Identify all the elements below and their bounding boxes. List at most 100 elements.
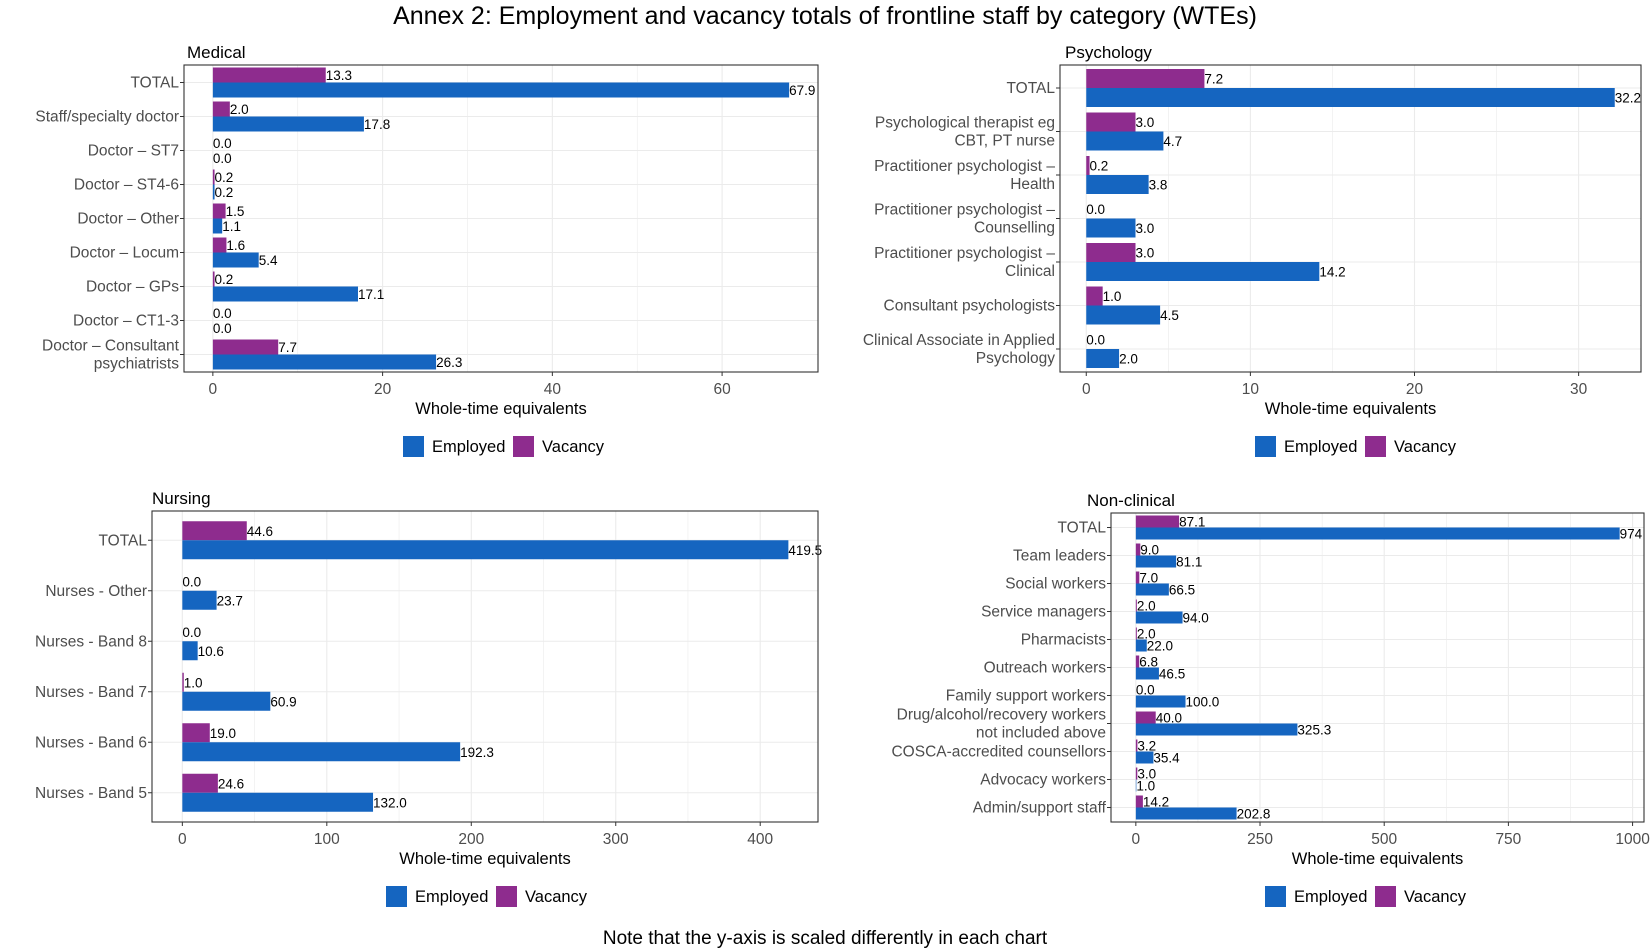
psychology-category-label: Clinical Associate in Applied (863, 332, 1055, 349)
nursing-label-employed: 23.7 (217, 593, 243, 608)
nursing-bar-vacancy (182, 773, 218, 793)
non-clinical-bar-employed (1135, 611, 1183, 624)
non-clinical-bar-vacancy (1135, 571, 1140, 584)
non-clinical-x-axis-title: Whole-time equivalents (1292, 850, 1464, 868)
nursing-category-label: Nurses - Band 6 (35, 734, 147, 751)
medical-label-employed: 0.0 (213, 151, 232, 166)
psychology-label-vacancy: 0.0 (1086, 202, 1105, 217)
psychology-category-label: Health (1010, 176, 1055, 193)
psychology-label-employed: 14.2 (1319, 265, 1345, 280)
nursing-category-label: Nurses - Band 7 (35, 684, 147, 701)
nursing-x-tick-label: 400 (747, 831, 773, 848)
non-clinical-bar-employed (1135, 527, 1620, 540)
psychology-x-axis-title: Whole-time equivalents (1265, 400, 1437, 418)
medical-label-employed: 17.1 (358, 287, 384, 302)
psychology-label-vacancy: 0.2 (1090, 159, 1109, 174)
non-clinical-category-label: Service managers (981, 604, 1106, 621)
nursing-label-employed: 132.0 (373, 795, 407, 810)
non-clinical-label-vacancy: 2.0 (1137, 627, 1156, 642)
non-clinical-label-employed: 100.0 (1186, 695, 1220, 710)
non-clinical-label-vacancy: 9.0 (1140, 543, 1159, 558)
non-clinical-label-vacancy: 7.0 (1139, 571, 1158, 586)
nursing-bar-employed (182, 742, 461, 762)
psychology-legend-key-vacancy (1365, 436, 1386, 457)
non-clinical-category-label: Admin/support staff (973, 800, 1107, 817)
nursing-bar-employed (182, 590, 217, 610)
medical-category-label: Doctor – CT1-3 (73, 313, 179, 330)
non-clinical-category-label: Family support workers (946, 688, 1106, 705)
psychology-x-tick-label: 0 (1082, 381, 1091, 398)
non-clinical-bar-employed (1135, 751, 1154, 764)
non-clinical-label-vacancy: 40.0 (1156, 711, 1182, 726)
medical-x-tick-label: 60 (713, 381, 731, 398)
non-clinical-legend-key-employed (1265, 886, 1286, 907)
medical-label-vacancy: 1.6 (226, 238, 245, 253)
medical-legend-key-employed (403, 436, 424, 457)
medical-x-tick-label: 0 (209, 381, 218, 398)
non-clinical-label-employed: 974 (1620, 527, 1643, 542)
nursing-x-tick-label: 100 (314, 831, 340, 848)
psychology-panel-title: Psychology (1065, 43, 1152, 62)
non-clinical-label-employed: 22.0 (1147, 639, 1173, 654)
nursing-plot-area (152, 511, 818, 822)
nursing-label-employed: 10.6 (198, 644, 224, 659)
non-clinical-label-employed: 35.4 (1153, 751, 1180, 766)
psychology-bar-employed (1086, 349, 1120, 368)
medical-label-vacancy: 2.0 (230, 102, 249, 117)
psychology-legend-label-employed: Employed (1284, 438, 1357, 456)
nursing-label-vacancy: 24.6 (218, 776, 244, 791)
nursing-panel-title: Nursing (152, 489, 211, 508)
non-clinical-category-label: COSCA-accredited counsellors (891, 744, 1106, 761)
medical-bar-employed (212, 116, 364, 132)
nursing-x-tick-label: 0 (178, 831, 187, 848)
non-clinical-category-label: Drug/alcohol/recovery workers (897, 707, 1107, 724)
medical-category-label: psychiatrists (94, 356, 180, 373)
non-clinical-label-employed: 1.0 (1136, 779, 1155, 794)
medical-category-label: Doctor – ST7 (88, 143, 179, 160)
nursing-label-vacancy: 1.0 (184, 675, 203, 690)
medical-x-tick-label: 40 (544, 381, 562, 398)
medical-bar-vacancy (212, 203, 226, 219)
psychology-category-label: Psychology (976, 350, 1056, 367)
medical-category-label: Doctor – GPs (86, 279, 179, 296)
non-clinical-bar-vacancy (1135, 515, 1180, 528)
non-clinical-bar-employed (1135, 807, 1237, 820)
medical-category-label: Doctor – Locum (70, 245, 179, 262)
non-clinical-panel-title: Non-clinical (1087, 491, 1175, 510)
non-clinical-bar-vacancy (1135, 739, 1138, 752)
psychology-category-label: Consultant psychologists (884, 298, 1056, 315)
psychology-label-vacancy: 0.0 (1086, 333, 1105, 348)
medical-bar-employed (212, 252, 259, 268)
chart-medical: 13.367.92.017.80.00.00.20.21.51.11.65.40… (35, 43, 819, 457)
non-clinical-label-employed: 94.0 (1183, 611, 1209, 626)
medical-legend-label-vacancy: Vacancy (542, 438, 605, 456)
psychology-category-label: Practitioner psychologist – (874, 245, 1055, 262)
medical-bar-vacancy (212, 237, 227, 253)
non-clinical-bar-vacancy (1135, 767, 1138, 780)
psychology-bar-vacancy (1086, 156, 1090, 175)
nursing-legend-key-employed (386, 886, 407, 907)
nursing-bar-employed (182, 540, 789, 560)
nursing-label-employed: 419.5 (788, 543, 822, 558)
medical-x-tick-label: 20 (374, 381, 392, 398)
non-clinical-x-tick-label: 1000 (1615, 831, 1650, 848)
psychology-x-tick-label: 10 (1242, 381, 1260, 398)
psychology-label-vacancy: 1.0 (1103, 289, 1122, 304)
page-title: Annex 2: Employment and vacancy totals o… (393, 2, 1257, 30)
psychology-bar-vacancy (1086, 112, 1136, 132)
non-clinical-label-vacancy: 6.8 (1139, 655, 1158, 670)
nursing-category-label: TOTAL (98, 532, 147, 549)
medical-label-vacancy: 0.0 (213, 306, 232, 321)
non-clinical-x-tick-label: 250 (1247, 831, 1273, 848)
non-clinical-label-vacancy: 3.0 (1137, 767, 1156, 782)
psychology-legend-label-vacancy: Vacancy (1394, 438, 1457, 456)
medical-label-employed: 5.4 (259, 253, 278, 268)
psychology-label-employed: 32.2 (1615, 91, 1641, 106)
non-clinical-legend-label-vacancy: Vacancy (1404, 888, 1467, 906)
non-clinical-label-employed: 66.5 (1169, 583, 1195, 598)
psychology-bar-employed (1086, 175, 1149, 194)
non-clinical-label-employed: 81.1 (1176, 555, 1202, 570)
medical-label-vacancy: 7.7 (278, 340, 297, 355)
nursing-label-vacancy: 0.0 (182, 574, 201, 589)
non-clinical-category-label: TOTAL (1057, 520, 1106, 537)
